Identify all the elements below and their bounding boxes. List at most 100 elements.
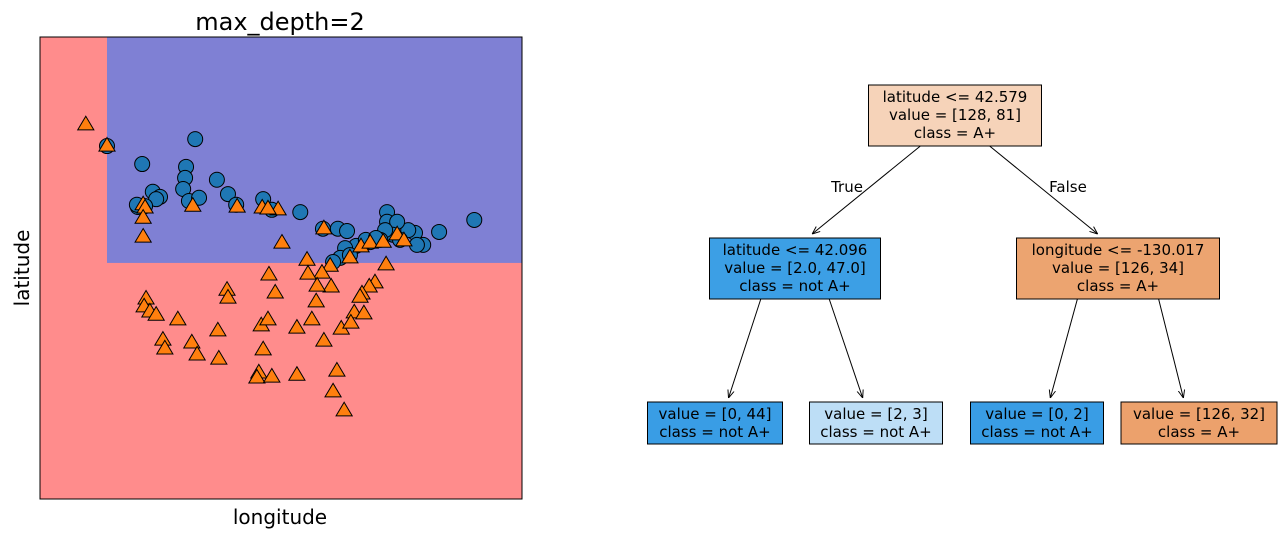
- tree-node-text: latitude <= 42.579: [883, 88, 1028, 106]
- x-axis-label: longitude: [233, 505, 327, 529]
- tree-node-text: value = [2.0, 47.0]: [724, 259, 866, 277]
- point-triangle: [341, 313, 360, 329]
- point-triangle: [182, 333, 201, 349]
- point-circle: [431, 223, 448, 240]
- tree-node-box: [970, 401, 1104, 445]
- point-triangle: [209, 349, 228, 365]
- tree-node-text: class = not A+: [659, 423, 771, 441]
- point-triangle: [299, 264, 317, 280]
- tree-node-box: [1016, 237, 1220, 300]
- point-circle: [134, 156, 151, 173]
- point-triangle: [254, 340, 273, 356]
- edge-label-false: False: [1049, 178, 1087, 196]
- tree-edge: [828, 298, 863, 398]
- point-triangle: [377, 255, 396, 271]
- point-triangle: [360, 277, 379, 293]
- tree-node-text: value = [0, 2]: [985, 405, 1088, 423]
- point-triangle: [247, 368, 266, 384]
- point-triangle: [287, 318, 306, 334]
- tree-edge: [729, 298, 762, 398]
- point-triangle: [259, 265, 278, 281]
- point-triangle: [354, 304, 373, 320]
- point-triangle: [208, 321, 227, 337]
- point-triangle: [259, 199, 277, 215]
- tree-edge: [812, 145, 921, 234]
- plot-title: max_depth=2: [195, 8, 365, 36]
- point-triangle: [322, 277, 341, 293]
- tree-node-text: value = [126, 32]: [1133, 405, 1265, 423]
- y-axis-label: latitude: [10, 230, 34, 307]
- point-triangle: [321, 256, 340, 272]
- point-triangle: [324, 382, 343, 398]
- tree-node-text: class = not A+: [739, 277, 851, 295]
- point-triangle: [188, 345, 207, 361]
- decision-regions: [40, 37, 523, 499]
- tree-edges: [729, 145, 1184, 398]
- tree-node-text: latitude <= 42.096: [723, 241, 868, 259]
- point-triangle: [394, 231, 413, 247]
- tree-node: value = [126, 32]class = A+: [1120, 401, 1278, 445]
- tree-node-text: value = [128, 81]: [889, 106, 1021, 124]
- point-triangle: [134, 208, 153, 224]
- tree-node-text: class = not A+: [981, 423, 1093, 441]
- point-triangle: [287, 365, 306, 381]
- tree-node-box: [709, 237, 881, 300]
- tree-edge: [1050, 298, 1078, 398]
- point-triangle: [262, 367, 281, 383]
- point-triangle: [307, 292, 326, 308]
- point-triangle: [351, 287, 370, 303]
- tree-node-text: value = [0, 44]: [659, 405, 772, 423]
- tree-node-box: [868, 84, 1042, 147]
- point-triangle: [168, 310, 187, 326]
- plot-frame: [39, 36, 523, 500]
- point-triangle: [183, 196, 202, 212]
- point-circle: [339, 223, 356, 240]
- tree-node-box: [647, 401, 783, 445]
- point-circle: [219, 186, 236, 203]
- tree-node-text: class = A+: [1158, 423, 1240, 441]
- tree-edge: [1158, 298, 1184, 398]
- point-triangle: [76, 115, 95, 131]
- point-triangle: [327, 361, 346, 377]
- tree-node-text: value = [2, 3]: [824, 405, 927, 423]
- tree-node-box: [1120, 401, 1278, 445]
- point-triangle: [298, 250, 316, 266]
- data-points: [76, 115, 483, 417]
- point-triangle: [314, 331, 333, 347]
- point-triangle: [228, 197, 247, 213]
- scatter-plot: max_depth=2 longitude latitude: [10, 8, 523, 529]
- point-triangle: [259, 310, 277, 326]
- point-triangle: [302, 310, 321, 326]
- tree-node-text: class = not A+: [820, 423, 932, 441]
- point-circle: [208, 171, 225, 188]
- point-triangle: [266, 283, 285, 299]
- tree-node-box: [809, 401, 943, 445]
- point-triangle: [134, 227, 153, 243]
- tree-edge: [989, 145, 1098, 234]
- point-circle: [292, 204, 309, 221]
- point-triangle: [374, 232, 393, 248]
- tree-node: value = [0, 44]class = not A+: [647, 401, 783, 445]
- point-triangle: [313, 263, 331, 279]
- point-triangle: [273, 233, 291, 249]
- point-triangle: [308, 276, 327, 292]
- tree-node-text: longitude <= -130.017: [1032, 241, 1205, 259]
- point-triangle: [340, 248, 359, 264]
- point-triangle: [361, 233, 380, 249]
- edge-label-true: True: [830, 178, 863, 196]
- tree-node: value = [2, 3]class = not A+: [809, 401, 943, 445]
- tree-node-text: class = A+: [1077, 277, 1159, 295]
- point-triangle: [314, 219, 333, 235]
- point-triangle: [98, 136, 116, 152]
- point-triangle: [147, 305, 166, 321]
- tree-node-text: class = A+: [914, 124, 996, 142]
- point-triangle: [335, 401, 354, 417]
- tree-node: value = [0, 2]class = not A+: [970, 401, 1104, 445]
- point-circle: [187, 131, 204, 148]
